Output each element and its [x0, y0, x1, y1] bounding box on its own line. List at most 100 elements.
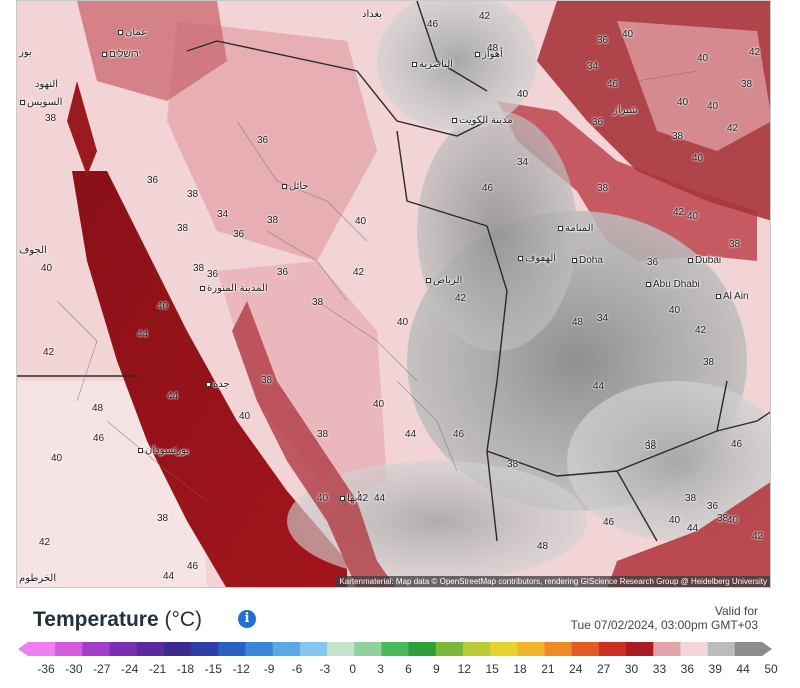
scale-right-arrow [762, 642, 772, 656]
city-marker [282, 184, 287, 189]
city-label: عمان [125, 27, 148, 38]
city-label: بغداد [362, 9, 383, 20]
city-label: بورتسودان [145, 445, 190, 456]
map-attribution[interactable]: Kartenmaterial: Map data © OpenStreetMap… [336, 576, 770, 587]
scale-color-segment [218, 642, 246, 656]
scale-tick-label: 15 [485, 662, 499, 676]
city-label: Abu Dhabi [653, 279, 700, 290]
temperature-value-label: 46 [453, 429, 465, 440]
scale-tick-label: -30 [65, 662, 83, 676]
temperature-value-label: 42 [479, 11, 491, 22]
temperature-value-label: 46 [427, 19, 439, 30]
temperature-value-label: 38 [507, 459, 519, 470]
city-label: Al Ain [723, 291, 749, 302]
temperature-value-label: 40 [727, 515, 739, 526]
legend-title: Temperature (°C) [33, 608, 202, 632]
scale-tick-label: -21 [148, 662, 167, 676]
scale-color-segment [191, 642, 219, 656]
scale-color-segment [408, 642, 437, 656]
city-label: بور [19, 47, 32, 58]
city-label: النهود [35, 79, 59, 90]
temperature-value-label: 38 [685, 493, 697, 504]
temperature-value-label: 36 [277, 267, 289, 278]
temperature-value-label: 42 [673, 207, 685, 218]
temperature-value-label: 34 [217, 209, 229, 220]
temperature-value-label: 40 [687, 211, 699, 222]
red-sea [72, 171, 347, 587]
scale-color-segment [571, 642, 600, 656]
city-marker [340, 496, 345, 501]
temperature-value-label: 38 [187, 189, 199, 200]
scale-color-segment [734, 642, 763, 656]
province-borders [56, 60, 698, 502]
persian-gulf [497, 101, 757, 261]
city-marker [646, 282, 651, 287]
scale-color-segment [28, 642, 56, 656]
temperature-value-label: 36 [207, 269, 219, 280]
temperature-value-label: 38 [729, 239, 741, 250]
city-label: أهواز [482, 49, 503, 60]
city-label: الجوف [19, 245, 47, 256]
temperature-value-label: 40 [41, 263, 53, 274]
scale-tick-label: -27 [93, 662, 111, 676]
scale-tick-label: 18 [513, 662, 527, 676]
temperature-value-label: 46 [187, 561, 199, 572]
city-marker [102, 52, 107, 57]
weather-map[interactable]: عمان ירושלים السويس الناصرية أهواز بغداد مدينة… [16, 0, 771, 588]
city-marker [572, 258, 577, 263]
scale-tick-label: -12 [232, 662, 250, 676]
city-label: Dubai [695, 255, 722, 266]
temperature-value-label: 38 [312, 297, 324, 308]
temperature-value-label: 42 [357, 493, 369, 504]
scale-color-segment [381, 642, 410, 656]
temperature-value-label: 36 [257, 135, 269, 146]
temperature-value-label: 42 [455, 293, 467, 304]
info-icon[interactable]: i [238, 610, 256, 628]
city-marker [452, 118, 457, 123]
legend-unit: (°C) [164, 608, 203, 631]
scale-color-segment [299, 642, 328, 656]
city-marker [475, 52, 480, 57]
temperature-value-label: 42 [727, 123, 739, 134]
scale-tick-label: 9 [433, 662, 440, 676]
scale-color-segment [163, 642, 192, 656]
scale-color-segment [626, 642, 654, 656]
temperature-value-label: 40 [622, 29, 634, 40]
temperature-value-label: 40 [669, 305, 681, 316]
temperature-value-label: 46 [731, 439, 743, 450]
temperature-value-label: 38 [597, 183, 609, 194]
temperature-value-label: 38 [717, 513, 729, 524]
temperature-value-label: 34 [597, 313, 609, 324]
temperature-value-label: 38 [741, 79, 753, 90]
city-marker [206, 382, 211, 387]
city-marker [426, 278, 431, 283]
city-label: الهفوف [525, 253, 557, 264]
temperature-value-label: 40 [373, 399, 385, 410]
scale-color-segment [82, 642, 111, 656]
temperature-value-label: 40 [707, 101, 719, 112]
scale-tick-label: 21 [541, 662, 555, 676]
city-label: حائل [289, 181, 309, 192]
city-label: المنامة [565, 223, 594, 234]
scale-tick-label: 36 [680, 662, 695, 676]
city-marker [716, 294, 721, 299]
temperature-value-label: 42 [645, 439, 657, 450]
scale-color-segment [680, 642, 709, 656]
scale-color-segment [354, 642, 382, 656]
scale-tick-label: 39 [708, 662, 722, 676]
city-label: Doha [579, 255, 603, 266]
temperature-value-label: 38 [45, 113, 57, 124]
temperature-value-label: 48 [537, 541, 549, 552]
scale-tick-label: -24 [120, 662, 139, 676]
temperature-value-label: 38 [672, 131, 684, 142]
scale-color-segment [517, 642, 546, 656]
scale-tick-label: -36 [37, 662, 55, 676]
color-scale-ticks: -36 -30 -27 -24 -21 -18 -15 -12 -9 -6 -3 0 3 6 9 12 15 18… [16, 662, 777, 678]
scale-color-segment [327, 642, 355, 656]
temperature-value-label: 44 [163, 571, 175, 582]
city-label: أبها [347, 493, 361, 504]
temperature-value-label: 38 [645, 441, 657, 452]
scale-color-segment [490, 642, 518, 656]
city-label: الرياض [433, 275, 463, 286]
temperature-value-label: 34 [587, 61, 599, 72]
